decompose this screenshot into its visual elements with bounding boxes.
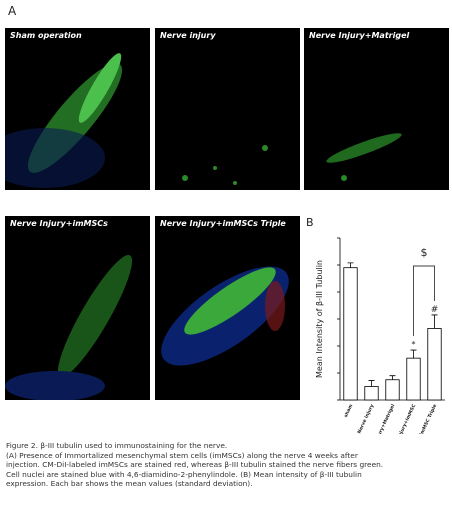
x-tick-label: sham [343, 403, 354, 418]
caption-line: expression. Each bar shows the mean valu… [6, 479, 253, 489]
panel-letter: B [306, 216, 314, 229]
panel-label: Sham operation [10, 31, 82, 40]
panel-label: Nerve injury [160, 31, 216, 40]
annotation: $ [421, 246, 428, 259]
bar [406, 357, 421, 401]
bar [364, 386, 379, 401]
bar [427, 328, 442, 401]
panel-label: Nerve Injury+imMSCs Triple [160, 219, 286, 228]
bar-chart: B Mean Intensity of β-III Tubulin sham Ne… [306, 216, 445, 434]
bar [385, 379, 400, 401]
micrograph: Nerve Injury+Matrigel [304, 28, 449, 190]
annotation: * [412, 340, 416, 349]
caption-line: (A) Presence of Immortalized mesenchymal… [6, 450, 358, 460]
caption-line: injection. CM-DiI-labeled imMSCs are sta… [6, 460, 384, 470]
significance-bracket [413, 265, 435, 337]
micrograph: Nerve Injury+imMSCs [5, 216, 150, 400]
micrograph: Sham operation [5, 28, 150, 190]
x-tick-label: Nerve injury [356, 403, 375, 434]
caption: Figure 2. β-III tubulin used to immunost… [6, 441, 450, 489]
error-bar [410, 349, 417, 359]
error-bar [389, 375, 396, 380]
annotation: # [431, 305, 439, 315]
bar [343, 267, 358, 401]
panel-letter: A [8, 4, 17, 18]
caption-line: Figure 2. β-III tubulin used to immunost… [6, 441, 228, 450]
micrograph: Nerve Injury+imMSCs Triple [155, 216, 300, 400]
error-bar [347, 262, 354, 268]
panel-label: Nerve Injury+imMSCs [10, 219, 108, 228]
micrograph: Nerve injury [155, 28, 300, 190]
error-bar [431, 314, 438, 329]
y-axis-title: Mean Intensity of β-III Tubulin [315, 260, 324, 378]
caption-line: Cell nuclei are stained blue with 4,6-di… [6, 469, 362, 479]
error-bar [368, 380, 375, 387]
panel-label: Nerve Injury+Matrigel [309, 31, 410, 40]
